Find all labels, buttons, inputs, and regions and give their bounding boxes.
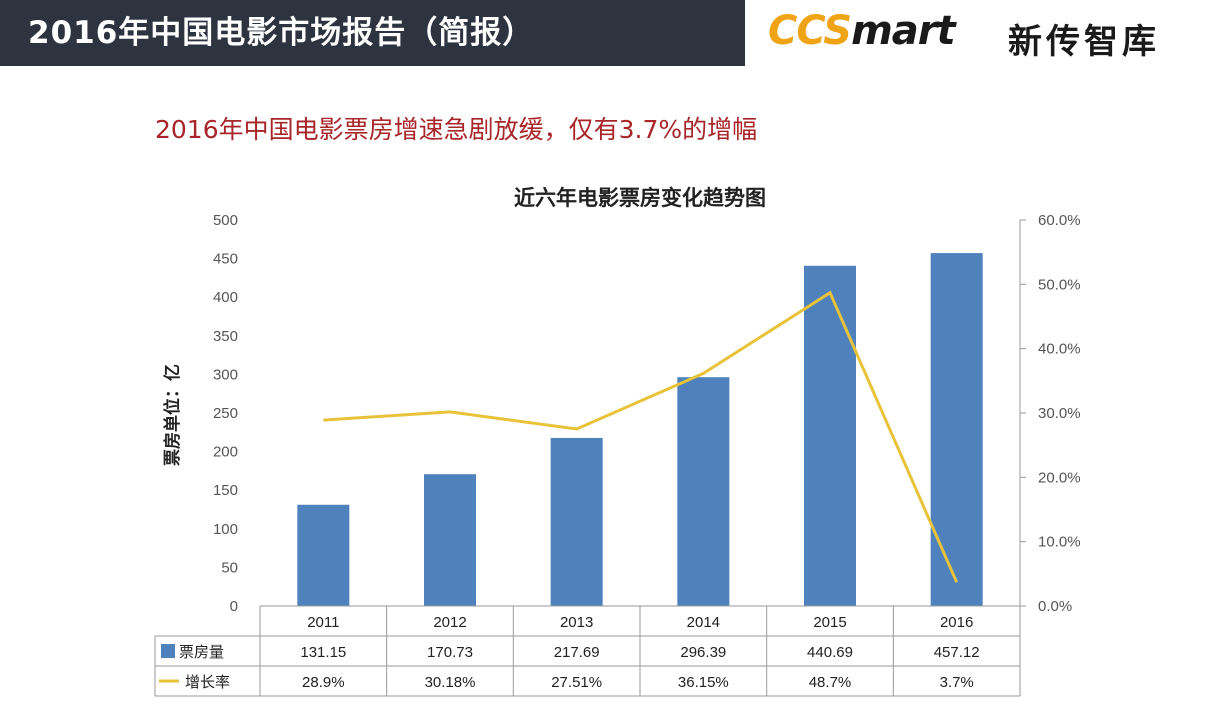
y-tick-label: 150	[213, 482, 238, 499]
bar	[424, 474, 476, 606]
y-axis-label: 票房单位：亿	[162, 364, 183, 466]
y-tick-label: 300	[213, 366, 238, 383]
y-tick-label: 50	[221, 559, 238, 576]
legend-label-line: 增长率	[185, 674, 230, 691]
y-tick-label: 250	[213, 405, 238, 422]
logo-chinese-name: 新传智库	[1008, 22, 1160, 62]
y-tick-label: 350	[213, 328, 238, 345]
y-tick-label: 100	[213, 521, 238, 538]
y-tick-label: 0	[230, 598, 238, 615]
bar	[930, 253, 983, 606]
bar	[804, 265, 856, 606]
ccsmart-logo: CCSmart	[768, 8, 956, 58]
y-tick-label: 400	[213, 289, 238, 306]
data-label-box-office: 296.39	[680, 644, 726, 661]
bar	[550, 437, 603, 606]
x-tick-label: 2014	[687, 614, 720, 631]
data-label-growth-rate: 28.9%	[302, 674, 345, 691]
logo-text-ccs: CCS	[768, 8, 852, 54]
legend-swatch-bar	[161, 644, 175, 658]
x-tick-label: 2011	[307, 614, 339, 631]
data-label-growth-rate: 3.7%	[940, 674, 974, 691]
y2-tick-label: 40.0%	[1038, 341, 1081, 358]
bar	[297, 504, 350, 606]
chart-title: 近六年电影票房变化趋势图	[514, 185, 766, 210]
data-label-growth-rate: 48.7%	[809, 674, 852, 691]
slide-subtitle: 2016年中国电影票房增速急剧放缓，仅有3.7%的增幅	[155, 115, 758, 144]
y-tick-label: 450	[213, 251, 238, 268]
data-label-box-office: 457.12	[934, 644, 980, 661]
y2-tick-label: 60.0%	[1038, 212, 1081, 229]
data-label-growth-rate: 27.51%	[551, 674, 602, 691]
legend-label-bar: 票房量	[179, 644, 224, 661]
logo-text-mart: mart	[851, 8, 956, 54]
data-label-growth-rate: 30.18%	[425, 674, 476, 691]
x-tick-label: 2013	[560, 614, 593, 631]
y-tick-label: 500	[213, 212, 238, 229]
y2-tick-label: 20.0%	[1038, 469, 1081, 486]
bar	[677, 377, 730, 606]
data-label-growth-rate: 36.15%	[678, 674, 729, 691]
y-tick-label: 200	[213, 444, 238, 461]
data-label-box-office: 170.73	[427, 644, 473, 661]
x-tick-label: 2012	[433, 614, 466, 631]
growth-rate-line	[323, 290, 959, 583]
data-label-box-office: 217.69	[554, 644, 600, 661]
y2-tick-label: 0.0%	[1038, 598, 1072, 615]
x-tick-label: 2016	[940, 614, 973, 631]
y2-tick-label: 10.0%	[1038, 534, 1081, 551]
y2-tick-label: 30.0%	[1038, 405, 1081, 422]
x-tick-label: 2015	[813, 614, 846, 631]
header-bar	[0, 0, 745, 66]
page-title: 2016年中国电影市场报告（简报）	[28, 15, 535, 51]
data-label-box-office: 131.15	[300, 644, 346, 661]
y2-tick-label: 50.0%	[1038, 276, 1081, 293]
data-label-box-office: 440.69	[807, 644, 853, 661]
